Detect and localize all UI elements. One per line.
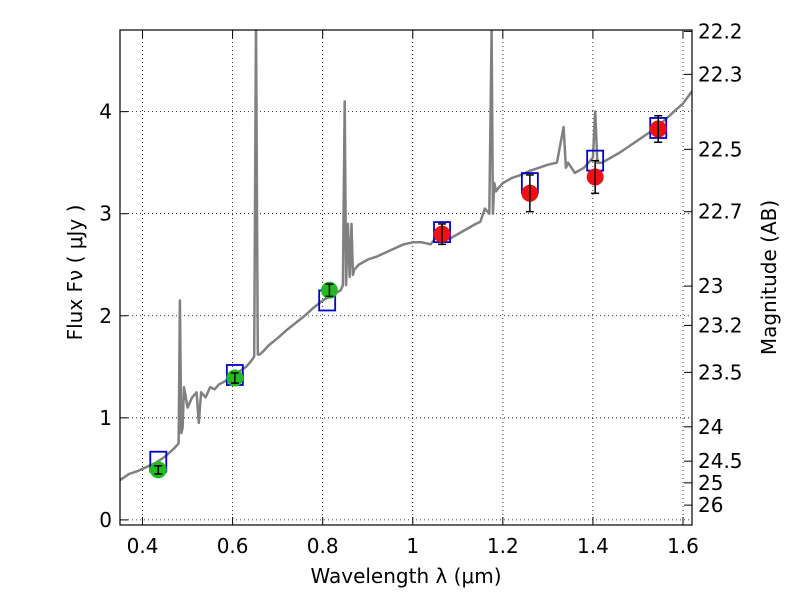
y-tick-label: 3 [99,202,112,226]
mag-tick-label: 24 [698,415,723,439]
mag-tick-label: 23.2 [698,313,743,337]
plot-frame [119,29,693,526]
x-tick-label: 0.4 [127,534,159,558]
mag-tick-label: 23 [698,274,723,298]
mag-tick-label: 22.3 [698,62,743,86]
mag-tick-label: 22.2 [698,19,743,43]
y-tick-label: 0 [99,508,112,532]
x-axis-title: Wavelength λ (μm) [310,564,501,588]
y-tick-label: 1 [99,406,112,430]
mag-tick-label: 23.5 [698,360,743,384]
mag-tick-label: 22.5 [698,137,743,161]
y-tick-label: 4 [99,100,112,124]
y-axis-title: Flux Fν ( μJy ) [63,205,87,341]
marks-layer [149,114,668,479]
x-tick-label: 0.6 [217,534,249,558]
spectrum-layer [120,30,692,482]
grid [120,30,692,525]
right-axis-title: Magnitude (AB) [757,200,781,355]
x-tick-label: 1.4 [577,534,609,558]
y-tick-label: 2 [99,304,112,328]
spectrum-line [120,30,692,482]
mag-tick-label: 22.7 [698,200,743,224]
mag-tick-label: 25 [698,471,723,495]
x-tick-label: 0.8 [307,534,339,558]
mag-tick-label: 24.5 [698,449,743,473]
x-tick-label: 1 [406,534,419,558]
mag-tick-label: 26 [698,493,723,517]
x-tick-label: 1.2 [487,534,519,558]
ticks-layer: 0.4 0.6 0.8 1 1.2 1.4 1.60123422.222.322.522.7… [99,19,742,558]
x-tick-label: 1.6 [667,534,699,558]
